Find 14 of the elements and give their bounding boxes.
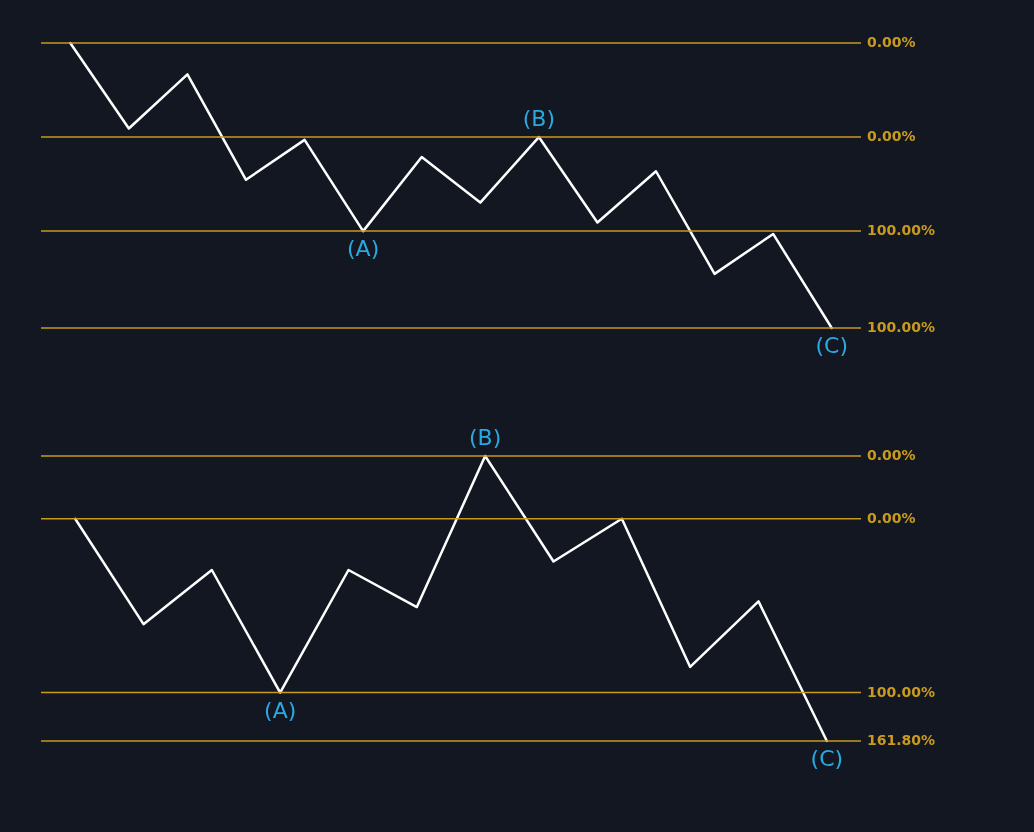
annotation: (A): [264, 697, 297, 723]
text: 0.00%: [867, 509, 916, 526]
text: 0.00%: [867, 128, 916, 145]
annotation: (A): [347, 236, 380, 262]
text: 0.00%: [867, 447, 916, 463]
text: 100.00%: [867, 222, 936, 239]
annotation: (C): [815, 333, 848, 358]
text: 0.00%: [867, 34, 916, 50]
annotation: (C): [810, 746, 844, 771]
text: 100.00%: [867, 319, 936, 335]
annotation: (B): [522, 106, 555, 132]
text: 100.00%: [867, 683, 936, 700]
annotation: (B): [469, 425, 502, 450]
text: 161.80%: [867, 732, 936, 748]
